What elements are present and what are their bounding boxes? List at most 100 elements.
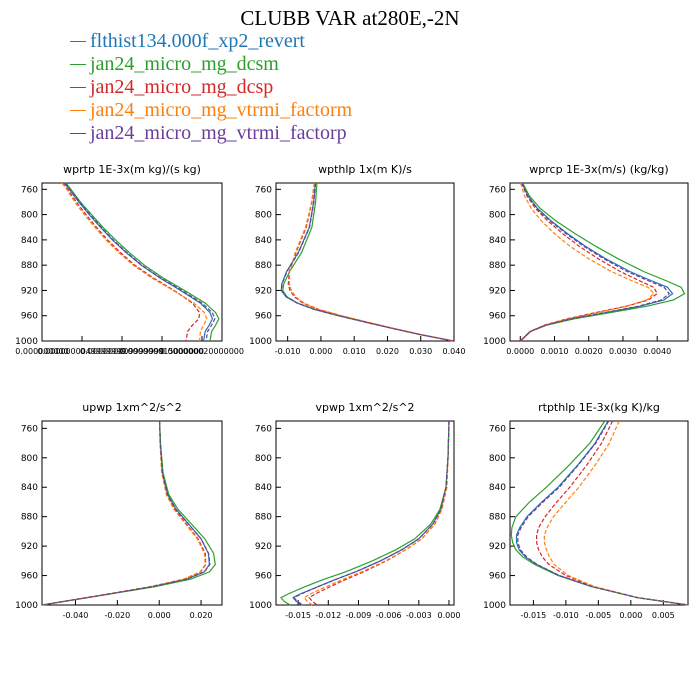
x-tick-label: -0.006 — [376, 611, 402, 620]
legend-line — [70, 133, 86, 134]
x-tick-label: -0.040 — [63, 611, 89, 620]
x-tick-label: 0.000000000 — [15, 347, 68, 356]
series-line — [281, 182, 454, 342]
x-tick-label: -0.003 — [406, 611, 432, 620]
y-tick-label: 880 — [255, 513, 272, 523]
series-line — [61, 182, 208, 342]
y-tick-label: 800 — [489, 211, 506, 221]
y-tick-label: 760 — [489, 185, 506, 195]
legend-label: jan24_micro_mg_vtrmi_factorm — [90, 99, 353, 121]
panel-title: rtpthlp 1E-3x(kg K)/kg — [538, 401, 660, 414]
panel-title: wpthlp 1x(m K)/s — [318, 163, 412, 176]
x-tick-label: -0.020 — [104, 611, 130, 620]
legend-label: flthist134.000f_xp2_revert — [90, 30, 305, 52]
series-line — [292, 420, 450, 606]
x-tick-label: 0.020 — [376, 347, 399, 356]
x-tick-label: -0.015 — [285, 611, 311, 620]
plot-frame — [275, 182, 455, 342]
legend-line — [70, 87, 86, 88]
x-tick-label: 0.010 — [343, 347, 366, 356]
y-tick-label: 920 — [255, 542, 272, 552]
series-line — [303, 420, 450, 606]
series-line — [64, 182, 216, 342]
y-tick-label: 800 — [21, 211, 38, 221]
plot-frame — [41, 420, 223, 606]
x-tick-label: 0.0040 — [643, 347, 671, 356]
y-tick-label: 760 — [21, 424, 38, 434]
y-tick-label: 760 — [255, 424, 272, 434]
plot-frame — [509, 182, 689, 342]
legend-line — [70, 64, 86, 65]
x-tick-label: 0.030 — [409, 347, 432, 356]
y-tick-label: 800 — [21, 454, 38, 464]
y-tick-label: 840 — [21, 236, 38, 246]
y-tick-label: 760 — [255, 185, 272, 195]
chart-panel: wpthlp 1x(m K)/s 760 800 840 880 920 960 1000-0… — [249, 163, 465, 356]
y-tick-label: 1000 — [15, 601, 38, 611]
plot-frame — [275, 420, 455, 606]
legend-item: jan24_micro_mg_dcsp — [70, 76, 352, 99]
chart-panel: wprtp 1E-3x(m kg)/(s kg) 760 800 840 880 920 9… — [15, 163, 244, 356]
y-tick-label: 920 — [489, 542, 506, 552]
chart-panel: wprcp 1E-3x(m/s) (kg/kg) 760 800 840 880 920 9… — [483, 163, 689, 356]
y-tick-label: 1000 — [249, 601, 272, 611]
figure-title: CLUBB VAR at280E,-2N — [240, 6, 460, 30]
legend-item: jan24_micro_mg_vtrmi_factorm — [70, 99, 352, 122]
x-tick-label: 0.000 — [148, 611, 171, 620]
series-line — [519, 182, 686, 342]
y-tick-label: 840 — [489, 236, 506, 246]
y-tick-label: 840 — [489, 483, 506, 493]
panel-title: wprtp 1E-3x(m kg)/(s kg) — [63, 163, 201, 176]
y-tick-label: 880 — [489, 261, 506, 271]
y-tick-label: 960 — [489, 312, 506, 322]
series-line — [517, 420, 689, 606]
y-tick-label: 880 — [489, 513, 506, 523]
y-tick-label: 960 — [21, 312, 38, 322]
series-line — [41, 420, 211, 606]
x-tick-label: -0.012 — [315, 611, 341, 620]
panel-title: vpwp 1xm^2/s^2 — [315, 401, 414, 414]
y-tick-label: 960 — [489, 572, 506, 582]
y-tick-label: 800 — [255, 211, 272, 221]
series-line — [519, 182, 658, 342]
y-tick-label: 880 — [255, 261, 272, 271]
y-tick-label: 760 — [21, 185, 38, 195]
series-line — [293, 420, 450, 606]
plot-frame — [509, 420, 689, 606]
x-tick-label: -0.005 — [585, 611, 611, 620]
series-line — [280, 182, 454, 342]
x-tick-label: 0.0030 — [609, 347, 637, 356]
legend-label: jan24_micro_mg_dcsp — [90, 76, 274, 98]
legend-item: jan24_micro_mg_vtrmi_factorp — [70, 122, 352, 145]
x-tick-label: 0.005 — [652, 611, 675, 620]
series-line — [65, 182, 220, 342]
x-tick-label: 0.000000015000000 — [120, 347, 204, 356]
y-tick-label: 1000 — [249, 337, 272, 347]
panel-title: wprcp 1E-3x(m/s) (kg/kg) — [529, 163, 668, 176]
chart-panel: rtpthlp 1E-3x(kg K)/kg 760 800 840 880 920 960… — [483, 401, 689, 620]
legend-item: flthist134.000f_xp2_revert — [70, 30, 352, 53]
y-tick-label: 1000 — [15, 337, 38, 347]
legend: flthist134.000f_xp2_revert jan24_micro_m… — [70, 30, 352, 145]
series-line — [282, 182, 454, 342]
x-tick-label: -0.010 — [553, 611, 579, 620]
y-tick-label: 960 — [255, 312, 272, 322]
series-line — [287, 182, 454, 342]
y-tick-label: 800 — [255, 454, 272, 464]
series-line — [543, 420, 689, 606]
y-tick-label: 880 — [21, 261, 38, 271]
y-tick-label: 1000 — [483, 337, 506, 347]
chart-panel: vpwp 1xm^2/s^2 760 800 840 880 920 960 1000 -0.0… — [249, 401, 460, 620]
series-line — [519, 182, 655, 342]
x-tick-label: 0.0000000049999999 — [37, 347, 126, 356]
y-tick-label: 840 — [21, 483, 38, 493]
series-line — [515, 420, 689, 606]
x-tick-label: 0.000 — [309, 347, 332, 356]
series-line — [288, 182, 454, 342]
series-line — [519, 182, 671, 342]
y-tick-label: 1000 — [483, 601, 506, 611]
y-tick-label: 840 — [255, 483, 272, 493]
x-tick-label: 0.000000009999999 — [80, 347, 164, 356]
series-line — [535, 420, 689, 606]
